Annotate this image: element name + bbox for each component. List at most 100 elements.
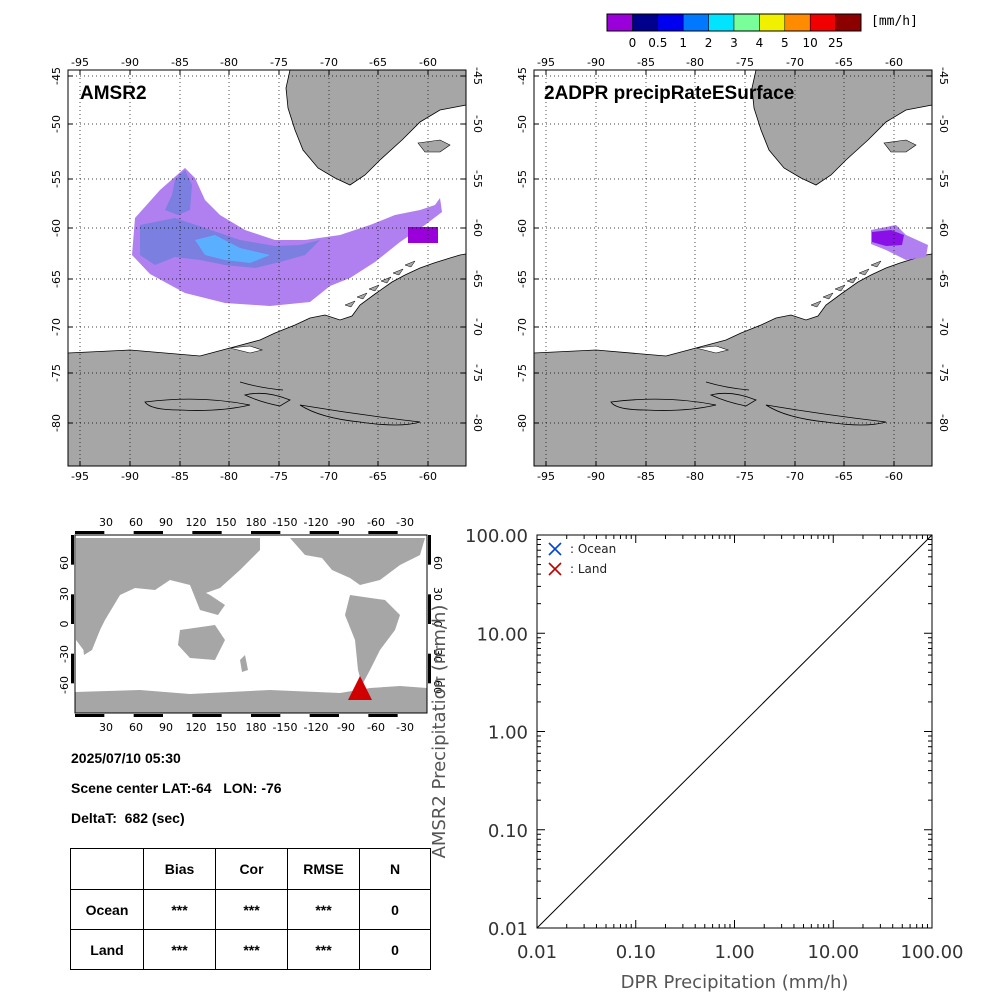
new-zealand-land	[240, 655, 248, 672]
datetime-text: 2025/07/10 05:30	[71, 750, 181, 766]
eurasia-africa-land	[76, 538, 260, 652]
lat-tick-label: -60	[471, 219, 484, 237]
world-lon-tick-label: -90	[337, 721, 355, 734]
island	[356, 292, 368, 300]
lat-tick-label: -55	[516, 170, 529, 188]
stats-cell-bias: ***	[143, 889, 216, 930]
lat-tick-label: -55	[50, 170, 63, 188]
lat-tick-label: -70	[471, 318, 484, 336]
island	[822, 292, 834, 300]
colorbar-tick-label: 5	[781, 36, 789, 50]
lat-tick-label: -60	[516, 219, 529, 237]
scene-center-text: Scene center LAT:-64 LON: -76	[71, 780, 282, 796]
amsr2-map-panel: -95 -95 -90 -90 -85 -85 -80 -80 -75 -75 -70 -70 -65 -…	[0, 50, 500, 490]
lon-tick-label: -70	[320, 56, 338, 69]
frame-band	[368, 714, 398, 717]
world-lon-tick-label: 90	[159, 516, 173, 529]
dpr-map-panel: -95 -95 -90 -90 -85 -85 -80 -80 -75 -75 -70 -70 -65 -…	[466, 50, 966, 490]
lat-tick-label: -80	[50, 414, 63, 432]
stats-cell-bias: ***	[143, 929, 216, 970]
falkland-islands	[883, 139, 917, 153]
colorbar-swatch	[809, 13, 836, 32]
world-lon-tick-label: -60	[367, 721, 385, 734]
lon-tick-label: -60	[885, 470, 903, 483]
amsr2-precip-mid	[165, 170, 192, 215]
lat-tick-label: -45	[937, 67, 950, 85]
lon-tick-label: -90	[587, 56, 605, 69]
greenland-land	[380, 538, 420, 553]
lon-tick-label: -65	[835, 56, 853, 69]
colorbar-swatch	[606, 13, 633, 32]
island	[404, 260, 416, 268]
world-lat-tick-label: 30	[58, 587, 71, 601]
y-tick-label: 100.00	[465, 526, 528, 547]
y-tick-label: 10.00	[476, 624, 528, 645]
lon-tick-label: -75	[270, 470, 288, 483]
antarctica-land	[67, 253, 467, 467]
world-lon-tick-label: 120	[186, 721, 207, 734]
lat-tick-label: -65	[471, 270, 484, 288]
lat-tick-label: -80	[471, 414, 484, 432]
legend-label: : Land	[570, 562, 607, 576]
lon-tick-label: -85	[637, 56, 655, 69]
y-tick-label: 0.01	[488, 919, 528, 940]
frame-band	[428, 535, 431, 565]
world-lon-tick-label: 60	[129, 721, 143, 734]
south-america-land	[751, 69, 933, 186]
lon-tick-label: -60	[419, 470, 437, 483]
lat-tick-label: -65	[937, 270, 950, 288]
frame-band	[75, 531, 105, 534]
lat-tick-label: -75	[471, 364, 484, 382]
africa-land	[80, 590, 102, 655]
antarctica-land	[75, 686, 427, 713]
stats-cell-n: 0	[359, 889, 431, 930]
lon-tick-label: -80	[686, 470, 704, 483]
world-lon-tick-label: -30	[396, 721, 414, 734]
ice-shelf-outline	[299, 404, 421, 426]
frame-band	[251, 714, 281, 717]
colorbar-swatch	[682, 13, 709, 32]
map-frame	[533, 69, 933, 467]
island	[344, 300, 356, 308]
south-america-land	[285, 69, 467, 186]
stats-row-label: Land	[70, 929, 144, 970]
stats-cell-n: 0	[359, 929, 431, 970]
lat-tick-label: -60	[937, 219, 950, 237]
lon-tick-label: -85	[171, 470, 189, 483]
colorbar-tick-label: 0.5	[648, 36, 667, 50]
colorbar-svg: 0 0.5 1 2 3 4 5 10 25	[606, 13, 862, 50]
colorbar-swatch	[784, 13, 811, 32]
lat-tick-label: -80	[516, 414, 529, 432]
lat-tick-label: -75	[516, 364, 529, 382]
world-lon-tick-label: 30	[99, 721, 113, 734]
lat-tick-label: -75	[937, 364, 950, 382]
world-lon-tick-label: -60	[367, 516, 385, 529]
colorbar-unit: [mm/h]	[871, 14, 918, 29]
lon-tick-label: -65	[369, 56, 387, 69]
y-tick-label: 0.10	[488, 821, 528, 842]
colorbar-tick-label: 3	[730, 36, 738, 50]
island	[858, 268, 870, 276]
stats-cell-cor: ***	[215, 889, 288, 930]
lat-tick-label: -80	[937, 414, 950, 432]
amsr2-precip-dark	[408, 227, 438, 243]
lat-tick-label: -50	[50, 115, 63, 133]
legend-label: : Ocean	[570, 542, 616, 556]
stats-header-rmse: RMSE	[287, 848, 360, 890]
frame-band	[71, 535, 74, 565]
coastline	[705, 381, 750, 391]
falkland-islands	[417, 139, 451, 153]
stats-header-bias: Bias	[143, 848, 216, 890]
frame-band	[428, 594, 431, 624]
antarctica-land	[533, 253, 933, 467]
colorbar-swatch	[835, 13, 862, 32]
world-lat-tick-label: -30	[58, 645, 71, 663]
world-lon-tick-label: -150	[273, 516, 298, 529]
island	[392, 268, 404, 276]
world-locator-map: 30 60 90 120 150 180 -150 -120 -90 -60 -30 30 60 90 12…	[40, 510, 460, 740]
southeast-asia-land	[190, 585, 225, 615]
world-lon-tick-label: -150	[273, 721, 298, 734]
lon-tick-label: -90	[121, 470, 139, 483]
x-tick-label: 100.00	[901, 942, 964, 963]
stats-row-label: Ocean	[70, 889, 144, 930]
